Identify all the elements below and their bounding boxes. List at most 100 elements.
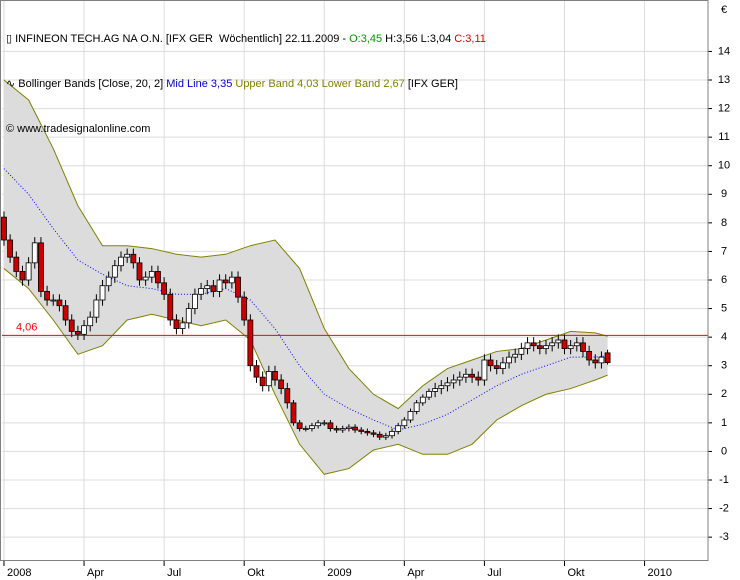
y-tick-label: 3 [721, 360, 727, 372]
candle-body [592, 359, 599, 364]
candle-body [148, 271, 155, 278]
y-tick-label: 9 [721, 188, 727, 200]
chart-header: ▯ INFINEON TECH.AG NA O.N. [IFX GER Wöch… [6, 2, 486, 152]
candle-body [376, 433, 383, 438]
candle-body [241, 296, 248, 321]
candle-body [99, 285, 106, 301]
candle-body [259, 376, 266, 387]
candle-body [68, 319, 75, 332]
candle-body [395, 425, 402, 432]
y-tick-label: -3 [719, 531, 729, 543]
candle-body [438, 385, 445, 389]
candle-body [222, 279, 229, 284]
candle-body [161, 282, 168, 295]
y-tick-label: 5 [721, 302, 727, 314]
candle-body [573, 342, 580, 347]
candle-body [216, 279, 223, 292]
candle-body [481, 359, 488, 381]
x-tick-label: Jul [487, 567, 501, 579]
candle-body [333, 428, 340, 431]
x-tick-label: 2008 [7, 567, 31, 579]
candle-body [253, 365, 260, 378]
candle-body [463, 373, 469, 378]
symbol-text: [IFX GER] [404, 78, 458, 90]
candle-body [370, 432, 377, 435]
candle-body [389, 431, 395, 437]
candle-body [567, 345, 574, 349]
header-line: ▯ INFINEON TECH.AG NA O.N. [IFX GER Wöch… [6, 32, 486, 47]
candle-body [142, 276, 149, 281]
x-tick-label: 2010 [648, 567, 672, 579]
candle-body [382, 435, 389, 438]
candle-body [493, 365, 500, 369]
candle-body [432, 388, 439, 392]
candle-body [25, 262, 32, 281]
hl-text: H:3,56 L:3,04 [382, 33, 455, 45]
candle-body [604, 352, 611, 363]
candle-body [118, 256, 124, 267]
y-tick-label: 1 [721, 417, 727, 429]
x-tick-label: 2009 [327, 567, 351, 579]
candle-body [426, 391, 432, 398]
candle-body [524, 342, 531, 349]
y-tick-label: 12 [718, 102, 730, 114]
candle-body [198, 288, 204, 295]
candle-body [530, 342, 537, 347]
candle-body [475, 376, 482, 381]
candle-body [136, 262, 143, 281]
x-tick-label: Jul [167, 567, 181, 579]
candle-body [7, 239, 14, 258]
lower-band [3, 268, 608, 475]
indicator: Bollinger Bands [Close, 20, 2] [18, 78, 167, 90]
candle-body [192, 293, 198, 309]
candle-body [155, 271, 161, 284]
candle-body [315, 422, 322, 427]
candle-body [358, 429, 365, 432]
candle-body [352, 426, 358, 431]
candle-body [81, 325, 87, 335]
candle-body [13, 256, 20, 272]
candle-body [111, 265, 118, 278]
y-tick-label: 7 [721, 245, 727, 257]
candle-body [456, 376, 463, 381]
candle-body [487, 359, 494, 367]
y-tick-label: 11 [718, 131, 729, 143]
mid-text: Mid Line 3,35 [166, 78, 233, 90]
icon: ∿ [6, 78, 19, 90]
candle-body [173, 319, 180, 329]
candle-body [204, 285, 211, 289]
candle-body [290, 402, 297, 424]
candle-body [309, 425, 315, 429]
candle-body [518, 348, 525, 355]
candle-body [561, 339, 568, 349]
candle-body [401, 419, 408, 427]
candle-body [549, 342, 556, 347]
candle-body [296, 422, 303, 429]
candle-body [284, 388, 291, 404]
candle-body [272, 371, 278, 381]
candle-body [50, 299, 57, 302]
band-fill [3, 80, 608, 475]
candle-body [62, 305, 69, 321]
candle-body [327, 422, 334, 429]
candle-body [1, 216, 7, 241]
candle-body [185, 308, 192, 324]
y-tick-label: -1 [719, 474, 729, 486]
candle-body [339, 428, 346, 431]
y-tick-label: 13 [718, 74, 730, 86]
plot-border [0, 0, 709, 561]
candle-body [56, 299, 63, 307]
y-tick-label: 2 [721, 388, 727, 400]
candle-body [38, 242, 44, 292]
candle-body [346, 426, 352, 429]
y-tick-label: 6 [721, 274, 727, 286]
y-tick-label: 10 [718, 160, 730, 172]
candle-body [247, 319, 254, 367]
candle-body [555, 339, 562, 344]
candle-body [228, 276, 235, 284]
candle-body [536, 345, 543, 349]
y-tick-label: 0 [721, 445, 727, 457]
candle-body [364, 431, 371, 434]
close-text: C:3,11 [454, 33, 486, 45]
